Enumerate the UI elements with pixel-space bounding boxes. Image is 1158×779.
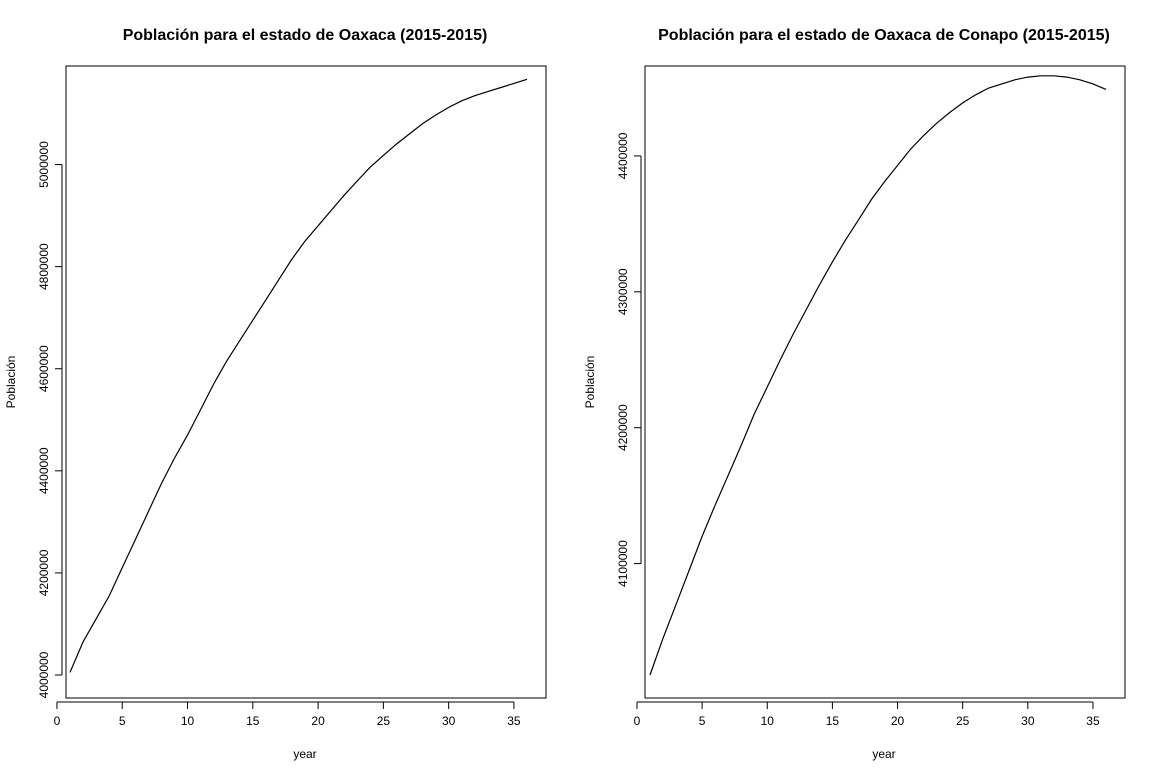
- y-tick-label: 4400000: [37, 447, 51, 494]
- x-axis-label: year: [293, 747, 316, 761]
- chart-title: Población para el estado de Oaxaca de Co…: [658, 27, 1110, 44]
- y-tick-label: 4300000: [616, 268, 630, 315]
- x-tick-label: 35: [1086, 714, 1100, 728]
- y-tick-label: 4800000: [37, 243, 51, 290]
- x-tick-label: 0: [634, 714, 641, 728]
- chart-panel-left: Población para el estado de Oaxaca (2015…: [4, 27, 547, 761]
- x-axis: 0 5 10 15 20 25 30 35: [634, 701, 1100, 728]
- y-tick-label: 4100000: [616, 540, 630, 587]
- plot-frame: [65, 65, 547, 699]
- series-line: [69, 78, 528, 673]
- x-axis: 0 5 10 15 20 25 30 35: [54, 701, 521, 728]
- x-tick-label: 35: [507, 714, 521, 728]
- x-tick-label: 10: [761, 714, 775, 728]
- y-tick-label: 4000000: [37, 651, 51, 698]
- y-tick-label: 5000000: [37, 141, 51, 188]
- chart-panel-right: Población para el estado de Oaxaca de Co…: [583, 27, 1126, 761]
- plot-frame: [644, 65, 1126, 699]
- x-tick-label: 5: [699, 714, 706, 728]
- x-tick-label: 20: [311, 714, 325, 728]
- y-tick-label: 4200000: [37, 549, 51, 596]
- chart-title: Población para el estado de Oaxaca (2015…: [123, 27, 488, 44]
- x-tick-label: 5: [119, 714, 126, 728]
- y-axis-label: Población: [583, 356, 597, 409]
- y-axis: 4100000 4200000 4300000 4400000: [616, 132, 642, 587]
- x-tick-label: 25: [956, 714, 970, 728]
- y-axis: 4000000 4200000 4400000 4600000 4800000 50000…: [37, 141, 63, 698]
- x-tick-label: 20: [891, 714, 905, 728]
- y-axis-label: Población: [4, 356, 18, 409]
- y-tick-label: 4600000: [37, 345, 51, 392]
- x-axis-label: year: [872, 747, 895, 761]
- x-tick-label: 10: [181, 714, 195, 728]
- x-tick-label: 15: [826, 714, 840, 728]
- y-tick-label: 4400000: [616, 132, 630, 179]
- x-tick-label: 25: [377, 714, 391, 728]
- series-line: [649, 75, 1107, 676]
- x-tick-label: 0: [54, 714, 61, 728]
- x-tick-label: 15: [246, 714, 260, 728]
- x-tick-label: 30: [442, 714, 456, 728]
- x-tick-label: 30: [1021, 714, 1035, 728]
- y-tick-label: 4200000: [616, 404, 630, 451]
